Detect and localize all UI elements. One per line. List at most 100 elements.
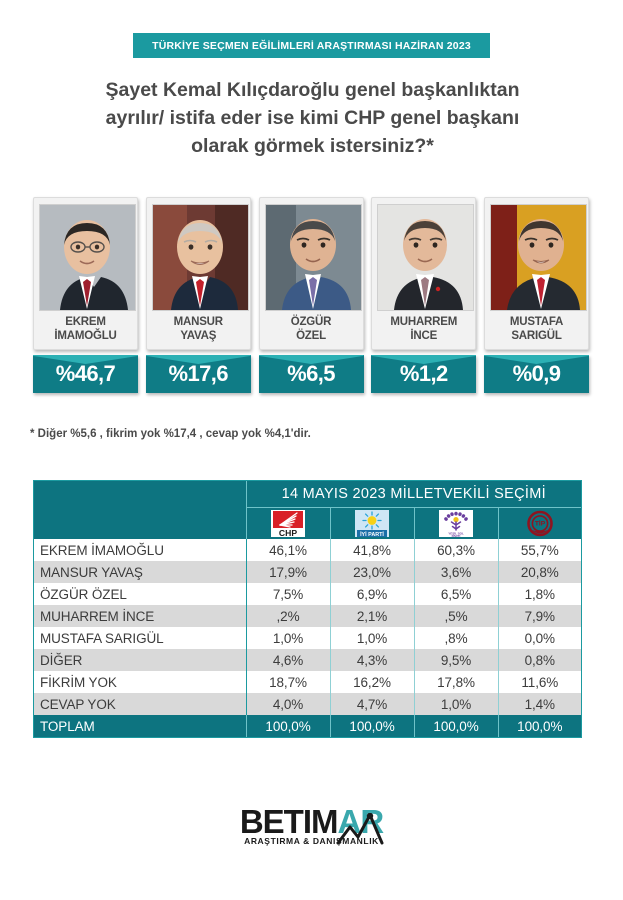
row-value-tip: 55,7% <box>498 539 582 561</box>
candidate-name: EKREM İMAMOĞLU <box>39 311 132 345</box>
table-row: CEVAP YOK 4,0% 4,7% 1,0% 1,4% <box>34 693 582 715</box>
row-value-chp: 4,0% <box>246 693 331 715</box>
row-value-tip: 20,8% <box>498 561 582 583</box>
brand-wordmark-part1: BETIM <box>239 803 339 840</box>
yesil-sol-parti-logo: YEŞİL SOL PARTİ <box>439 510 473 538</box>
candidate-first-name: MANSUR <box>173 316 223 328</box>
table-row: MUHARREM İNCE ,2% 2,1% ,5% 7,9% <box>34 605 582 627</box>
candidate-percentage-badge: %6,5 <box>258 355 364 393</box>
survey-title-ribbon: TÜRKİYE SEÇMEN EĞİLİMLERİ ARAŞTIRMASI HA… <box>133 33 490 58</box>
row-value-iyi-parti: 16,2% <box>330 671 415 693</box>
svg-text:PARTİ: PARTİ <box>452 533 461 537</box>
row-value-yesil-sol-parti: ,8% <box>414 627 499 649</box>
row-label: EKREM İMAMOĞLU <box>34 539 247 561</box>
row-value-tip: 0,0% <box>498 627 582 649</box>
candidate-first-name: MUSTAFA <box>509 316 564 328</box>
svg-text:İYİ PARTİ: İYİ PARTİ <box>360 531 384 537</box>
candidate-card: MUSTAFA SARIGÜL %0,9 <box>484 197 589 393</box>
candidate-card-list: EKREM İMAMOĞLU %46,7 <box>33 197 589 393</box>
row-label: DİĞER <box>34 649 247 671</box>
row-value-chp: 18,7% <box>246 671 331 693</box>
ekrem-imamoglu-photo <box>39 204 136 311</box>
candidate-name: MUHARREM İNCE <box>377 311 470 345</box>
row-label: FİKRİM YOK <box>34 671 247 693</box>
candidate-last-name: YAVAŞ <box>180 329 217 342</box>
table-group-header: 14 MAYIS 2023 MİLLETVEKİLİ SEÇİMİ <box>246 481 582 508</box>
mansur-yavas-photo <box>151 204 249 311</box>
row-value-chp: ,2% <box>246 605 331 627</box>
chart-line-icon <box>336 812 406 853</box>
candidate-percentage-badge: %17,6 <box>145 355 251 393</box>
table-column-header-chp: CHP <box>245 507 331 539</box>
candidate-name: MUSTAFA SARIGÜL <box>490 311 583 345</box>
table-corner-cell <box>34 481 247 539</box>
candidate-last-name: İNCE <box>410 329 438 342</box>
row-value-iyi-parti: 100,0% <box>330 715 415 737</box>
row-label: MUHARREM İNCE <box>34 605 247 627</box>
row-value-tip: 11,6% <box>498 671 582 693</box>
candidate-card: MUHARREM İNCE %1,2 <box>371 197 477 393</box>
table-column-header-yesil-sol-parti: YEŞİL SOL PARTİ <box>413 507 499 539</box>
candidate-first-name: MUHARREM <box>390 316 458 328</box>
row-value-iyi-parti: 2,1% <box>330 605 415 627</box>
row-value-chp: 4,6% <box>246 649 331 671</box>
svg-text:TİP: TİP <box>535 520 546 528</box>
row-value-chp: 46,1% <box>246 539 331 561</box>
row-value-chp: 1,0% <box>246 627 331 649</box>
iyi-parti-logo: İYİ PARTİ <box>355 510 389 538</box>
candidate-percentage-badge: %46,7 <box>33 355 138 393</box>
row-label: MUSTAFA SARIGÜL <box>34 627 247 649</box>
row-label: ÖZGÜR ÖZEL <box>34 583 247 605</box>
candidate-percentage-value: %46,7 <box>55 361 116 386</box>
row-value-tip: 1,8% <box>498 583 582 605</box>
row-value-yesil-sol-parti: 60,3% <box>414 539 499 561</box>
candidate-percentage-value: %1,2 <box>399 361 448 386</box>
table-row: FİKRİM YOK 18,7% 16,2% 17,8% 11,6% <box>34 671 582 693</box>
brand-wordmark: BETIMAR <box>239 803 384 845</box>
candidate-name: ÖZGÜR ÖZEL <box>265 311 358 345</box>
row-value-yesil-sol-parti: 9,5% <box>414 649 499 671</box>
row-label: MANSUR YAVAŞ <box>34 561 247 583</box>
candidate-card-frame: MUSTAFA SARIGÜL <box>484 197 589 350</box>
table-row: ÖZGÜR ÖZEL 7,5% 6,9% 6,5% 1,8% <box>34 583 582 605</box>
row-value-chp: 100,0% <box>246 715 331 737</box>
row-value-yesil-sol-parti: 6,5% <box>414 583 499 605</box>
candidate-percentage-value: %17,6 <box>168 361 229 386</box>
table-column-header-iyi-parti: İYİ PARTİ <box>329 507 415 539</box>
candidate-card-frame: EKREM İMAMOĞLU <box>33 197 138 350</box>
svg-text:CHP: CHP <box>279 528 297 537</box>
row-value-iyi-parti: 41,8% <box>330 539 415 561</box>
table-row: EKREM İMAMOĞLU 46,1% 41,8% 60,3% 55,7% <box>34 539 582 561</box>
question-line-3: olarak görmek istersiniz?* <box>191 135 434 157</box>
candidate-card-frame: MUHARREM İNCE <box>371 197 477 350</box>
row-value-tip: 0,8% <box>498 649 582 671</box>
tip-logo: TİP <box>523 510 557 537</box>
row-value-yesil-sol-parti: 17,8% <box>414 671 499 693</box>
row-value-chp: 7,5% <box>246 583 331 605</box>
muharrem-ince-photo <box>377 204 475 311</box>
table-row: MUSTAFA SARIGÜL 1,0% 1,0% ,8% 0,0% <box>34 627 582 649</box>
row-value-iyi-parti: 23,0% <box>330 561 415 583</box>
candidate-last-name: ÖZEL <box>296 329 326 342</box>
row-label: CEVAP YOK <box>34 693 247 715</box>
candidate-percentage-value: %0,9 <box>512 361 561 386</box>
candidate-last-name: SARIGÜL <box>511 329 562 342</box>
row-value-yesil-sol-parti: 100,0% <box>414 715 499 737</box>
candidate-first-name: EKREM <box>65 316 106 328</box>
candidate-name: MANSUR YAVAŞ <box>152 311 245 345</box>
candidate-percentage-badge: %0,9 <box>484 355 589 393</box>
page-title: Şayet Kemal Kılıçdaroğlu genel başkanlık… <box>40 76 585 160</box>
row-value-iyi-parti: 6,9% <box>330 583 415 605</box>
svg-text:YEŞİL SOL: YEŞİL SOL <box>448 531 464 536</box>
candidate-card: EKREM İMAMOĞLU %46,7 <box>33 197 138 393</box>
row-value-iyi-parti: 4,7% <box>330 693 415 715</box>
candidate-card-frame: ÖZGÜR ÖZEL <box>258 197 364 350</box>
row-value-yesil-sol-parti: 3,6% <box>414 561 499 583</box>
row-value-tip: 1,4% <box>498 693 582 715</box>
candidate-percentage-value: %6,5 <box>287 361 335 386</box>
row-value-tip: 7,9% <box>498 605 582 627</box>
row-value-tip: 100,0% <box>498 715 582 737</box>
table-column-header-tip: TİP <box>497 507 582 539</box>
table-body: EKREM İMAMOĞLU 46,1% 41,8% 60,3% 55,7% M… <box>34 539 582 737</box>
candidate-card: ÖZGÜR ÖZEL %6,5 <box>258 197 364 393</box>
